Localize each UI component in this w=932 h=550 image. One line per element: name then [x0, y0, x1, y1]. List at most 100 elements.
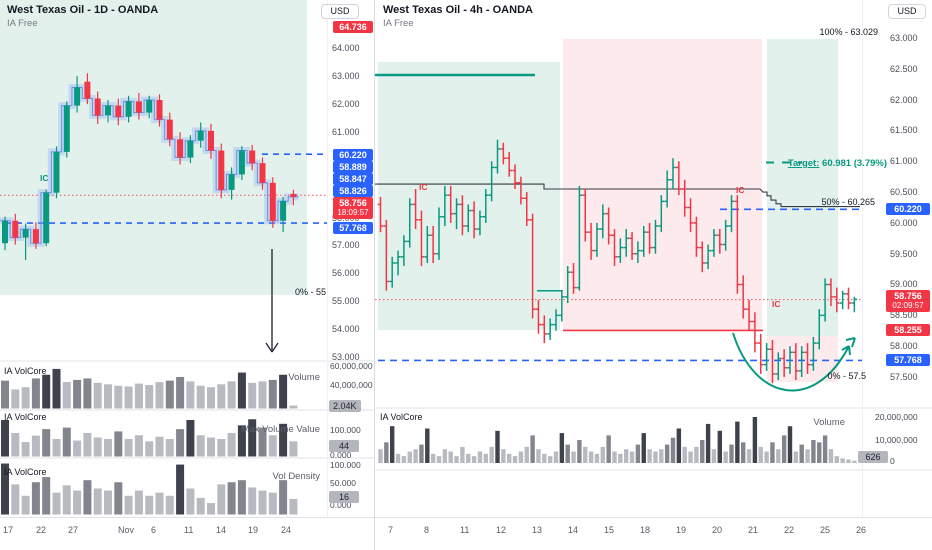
indicator-axis-label: 100.000: [330, 460, 361, 470]
price-axis-label: 54.000: [332, 324, 360, 334]
price-axis-label: 59.000: [890, 279, 918, 289]
right-chart-title[interactable]: West Texas Oil - 4h - OANDA: [383, 4, 533, 16]
time-axis-label: 12: [496, 525, 507, 535]
price-axis-label: 55.000: [332, 296, 360, 306]
indicator-axis-label: 0.000: [330, 450, 352, 460]
price-badge: 58.847: [333, 173, 373, 185]
ic-label: IC: [40, 173, 49, 183]
price-axis-label: 60.000: [890, 218, 918, 228]
price-axis-label: 62.500: [890, 64, 918, 74]
price-axis-label: 62.000: [332, 99, 360, 109]
left-chart-subtitle[interactable]: IA Free: [7, 18, 38, 29]
indicator-axis-label: 10,000,000: [875, 435, 918, 445]
price-axis-label: 58.000: [890, 341, 918, 351]
price-badge: 58.826: [333, 185, 373, 197]
price-axis-label: 60.500: [890, 187, 918, 197]
pane-title-label: Max Volume Value: [241, 424, 320, 435]
right-chart-header: West Texas Oil - 4h - OANDA IA Free: [383, 4, 533, 29]
right-chart-subtitle[interactable]: IA Free: [383, 18, 414, 29]
time-axis-label: 15: [604, 525, 615, 535]
pane-title-label: Volume: [288, 372, 320, 383]
price-axis-label: 61.500: [890, 125, 918, 135]
time-axis-label: 13: [532, 525, 543, 535]
countdown-timer: 02:09:57: [892, 301, 924, 310]
time-axis-label: 7: [388, 525, 394, 535]
indicator-axis-label: 100.000: [330, 425, 361, 435]
indicator-name-label[interactable]: IA VolCore: [4, 467, 47, 477]
left-chart-header: West Texas Oil - 1D - OANDA IA Free: [7, 4, 158, 29]
right-currency-button[interactable]: USD: [888, 4, 926, 19]
price-axis-label: 63.000: [332, 71, 360, 81]
time-axis-label: 27: [68, 525, 79, 535]
indicator-axis-label: 0.000: [330, 500, 352, 510]
countdown-timer: 18:09:57: [337, 208, 369, 217]
fib-level-label: 0% - 55: [294, 287, 326, 297]
price-badge: 58.255: [886, 324, 930, 336]
price-axis-label: 53.000: [332, 352, 360, 362]
time-axis-label: 25: [820, 525, 831, 535]
price-axis-label: 57.000: [332, 240, 360, 250]
indicator-axis-label: 50.000: [330, 478, 356, 488]
time-axis-label: 21: [748, 525, 759, 535]
price-badge: 58.756 02:09:57: [886, 290, 930, 312]
ic-label: IC: [736, 185, 745, 195]
right-volume-bars: [378, 417, 857, 463]
price-axis-label: 64.000: [332, 43, 360, 53]
indicator-value-badge: 44: [329, 440, 359, 452]
price-axis-label: 61.000: [332, 127, 360, 137]
time-axis-label: Nov: [118, 525, 135, 535]
target-label: Target: 60.981 (3.79%): [787, 158, 887, 169]
price-badge: 64.736: [333, 21, 373, 33]
indicator-axis-label: 20,000,000: [875, 412, 918, 422]
fib-level-label: 100% - 63.029: [819, 27, 878, 37]
time-axis-label: 20: [712, 525, 723, 535]
time-axis-label: 19: [676, 525, 687, 535]
fib-level-label: 0% - 57.5: [827, 371, 866, 381]
right-level-lines: [375, 73, 862, 362]
price-axis-label: 61.000: [890, 156, 918, 166]
time-axis-label: 19: [248, 525, 259, 535]
left-currency-button[interactable]: USD: [321, 4, 359, 19]
left-max-volume-bars: [1, 419, 298, 457]
target-label-prefix: Target:: [787, 158, 820, 169]
price-badge: 58.756 18:09:57: [333, 197, 373, 219]
indicator-name-label[interactable]: IA VolCore: [380, 412, 423, 422]
ic-label: IC: [419, 182, 428, 192]
time-axis-label: 22: [784, 525, 795, 535]
time-axis-label: 11: [460, 525, 470, 535]
indicator-name-label[interactable]: IA VolCore: [4, 366, 47, 376]
indicator-axis-label: 40,000,000: [330, 380, 373, 390]
price-axis-label: 56.000: [332, 268, 360, 278]
time-axis-label: 26: [856, 525, 867, 535]
price-axis-label: 59.500: [890, 249, 918, 259]
indicator-value-badge: 626: [858, 451, 888, 463]
time-axis-label: 18: [640, 525, 651, 535]
swing-arc-arrow: [732, 332, 856, 392]
indicator-value-badge: 2.04K: [329, 400, 361, 412]
indicator-axis-label: 60,000,000: [330, 361, 373, 371]
price-axis-label: 58.500: [890, 310, 918, 320]
indicator-name-label[interactable]: IA VolCore: [4, 412, 47, 422]
ic-label: IC: [772, 299, 781, 309]
time-axis-label: 8: [424, 525, 430, 535]
pane-title-label: Volume: [813, 417, 845, 428]
time-axis-label: 11: [184, 525, 194, 535]
price-axis-label: 62.000: [890, 95, 918, 105]
fib-level-label: 50% - 60.265: [821, 197, 875, 207]
left-candles: [2, 73, 297, 261]
price-badge: 58.889: [333, 161, 373, 173]
indicator-axis-label: 0: [890, 456, 895, 466]
time-axis-label: 24: [281, 525, 292, 535]
price-axis-label: 63.000: [890, 33, 918, 43]
price-badge: 57.768: [886, 354, 930, 366]
left-vol-density-bars: [1, 463, 298, 515]
price-badge: 60.220: [333, 149, 373, 161]
price-badge: 57.768: [333, 222, 373, 234]
left-chart-title[interactable]: West Texas Oil - 1D - OANDA: [7, 4, 159, 16]
price-badge: 60.220: [886, 203, 930, 215]
pane-title-label: Vol Density: [272, 471, 320, 482]
time-axis-label: 14: [216, 525, 227, 535]
